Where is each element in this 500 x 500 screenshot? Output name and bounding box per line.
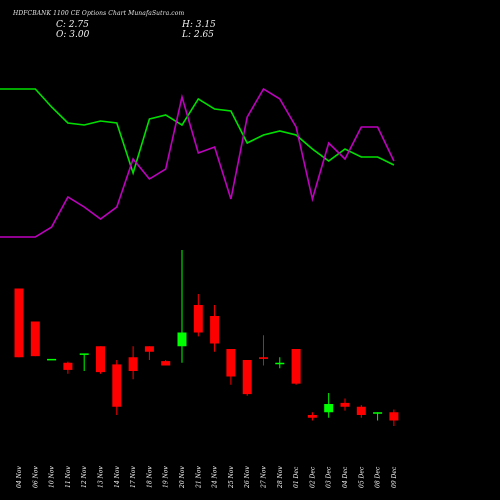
- x-tick-label: 01 Dec: [293, 466, 300, 488]
- candle-body: [291, 349, 301, 384]
- candle-body: [47, 358, 57, 361]
- candle-body: [259, 357, 268, 359]
- high-value: H: 3.15: [182, 20, 216, 30]
- candle-body: [161, 361, 171, 366]
- candle-body: [14, 288, 24, 358]
- candle-body: [275, 362, 285, 365]
- x-tick-label: 03 Dec: [326, 466, 333, 488]
- candle-body: [128, 357, 138, 371]
- candle-body: [307, 415, 317, 418]
- indicator-line-1: [0, 88, 395, 176]
- candle-body: [389, 412, 399, 421]
- candle-body: [112, 364, 122, 407]
- candle-body: [226, 349, 236, 377]
- candle-body: [30, 321, 40, 357]
- candle-body: [96, 346, 105, 373]
- candle-body: [373, 412, 383, 414]
- x-tick-label: 18 Nov: [146, 466, 153, 488]
- indicator-line-2: [0, 87, 395, 238]
- chart-title: HDFCBANK 1100 CE Options Chart MunafaSut…: [13, 10, 185, 17]
- x-tick-label: 11 Nov: [65, 466, 72, 488]
- candle-body: [242, 360, 252, 395]
- x-tick-label: 05 Dec: [358, 466, 365, 488]
- x-tick-label: 12 Nov: [81, 466, 88, 488]
- x-tick-label: 04 Dec: [342, 466, 349, 488]
- x-tick-label: 19 Nov: [163, 466, 170, 488]
- x-tick-label: 08 Dec: [375, 466, 382, 488]
- candle-body: [210, 316, 220, 344]
- candle-body: [144, 346, 154, 352]
- candle-body: [324, 404, 334, 413]
- open-value: O: 3.00: [56, 30, 90, 40]
- x-tick-label: 27 Nov: [261, 466, 268, 489]
- x-tick-label: 17 Nov: [130, 466, 137, 488]
- x-tick-label: 28 Nov: [277, 466, 284, 489]
- x-tick-label: 25 Nov: [228, 466, 235, 489]
- x-tick-label: 04 Nov: [16, 466, 23, 488]
- x-tick-label: 13 Nov: [98, 466, 105, 488]
- x-tick-label: 21 Nov: [195, 466, 202, 489]
- candle-body: [79, 353, 89, 355]
- candle-body: [340, 402, 350, 407]
- x-tick-label: 20 Nov: [179, 466, 186, 489]
- x-tick-label: 02 Dec: [309, 466, 316, 488]
- candle-body: [177, 332, 187, 347]
- x-tick-label: 26 Nov: [244, 466, 251, 489]
- close-value: C: 2.75: [56, 20, 89, 30]
- candle-body: [356, 406, 366, 415]
- x-tick-label: 09 Dec: [391, 466, 398, 488]
- low-value: L: 2.65: [182, 30, 214, 40]
- x-tick-label: 10 Nov: [49, 466, 56, 488]
- candle-body: [193, 305, 203, 333]
- candle-body: [63, 362, 73, 370]
- x-tick-label: 24 Nov: [212, 466, 219, 489]
- x-tick-label: 06 Nov: [32, 466, 39, 488]
- x-tick-label: 14 Nov: [114, 466, 121, 488]
